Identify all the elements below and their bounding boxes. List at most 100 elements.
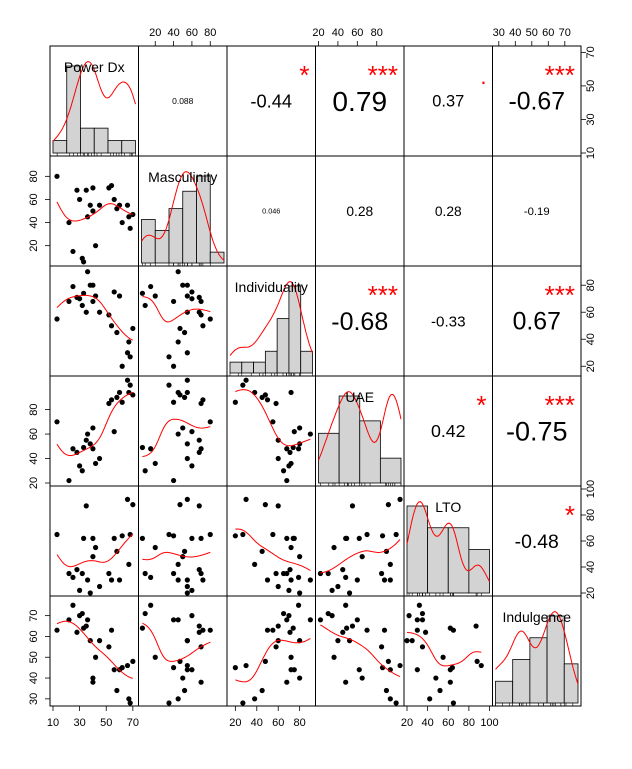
smooth-line-uae-individuality: [235, 389, 311, 447]
point-individuality-masculinity-8: [175, 269, 181, 275]
axis-tick-label: 20: [585, 587, 597, 599]
point-individuality-power-dx-8: [84, 269, 91, 275]
axis-tick-label: 40: [332, 27, 344, 39]
point-indulgence-uae-7: [349, 623, 356, 629]
point-uae-power-dx-7: [83, 437, 89, 443]
point-uae-individuality-21: [252, 389, 258, 396]
point-indulgence-lto-22: [450, 700, 457, 706]
smooth-line-indulgence-masculinity: [142, 622, 211, 662]
axis-tick-label: 60: [28, 428, 40, 440]
point-uae-masculinity-19: [170, 399, 177, 405]
point-uae-individuality-10: [297, 425, 303, 431]
axis-tick-label: 40: [28, 452, 40, 464]
point-lto-masculinity-8: [175, 577, 181, 583]
point-indulgence-masculinity-10: [180, 675, 186, 681]
scatter-masculinity-vs-power-dx: [54, 173, 136, 265]
point-lto-individuality-0: [270, 531, 276, 538]
point-uae-power-dx-8: [84, 431, 91, 437]
point-uae-power-dx-18: [116, 389, 123, 396]
point-uae-individuality-19: [232, 399, 238, 405]
point-uae-individuality-0: [270, 419, 276, 425]
point-uae-masculinity-23: [177, 392, 183, 398]
axis-tick-label: 70: [28, 610, 40, 622]
histogram-bar-individuality-0: [229, 361, 243, 374]
axis-tick-label: 40: [422, 717, 434, 729]
axis-tick-label: 50: [585, 80, 597, 92]
point-indulgence-power-dx-22: [127, 700, 133, 706]
point-indulgence-masculinity-8: [175, 617, 181, 623]
correlation-cell-individuality-lto: -0.33: [431, 313, 466, 330]
point-lto-power-dx-4: [77, 587, 83, 594]
correlation-cell-power-dx-lto: 0.37.: [432, 64, 486, 111]
density-curve-power-dx: [52, 61, 136, 142]
point-lto-individuality-15: [264, 577, 271, 583]
axis-tick-label: 60: [442, 717, 454, 729]
point-individuality-power-dx-1: [66, 298, 72, 305]
point-lto-power-dx-18: [116, 577, 123, 583]
point-masculinity-power-dx-20: [124, 202, 131, 208]
point-lto-individuality-22: [240, 531, 246, 538]
point-indulgence-individuality-20: [243, 662, 249, 669]
point-individuality-masculinity-0: [207, 316, 213, 322]
correlation-cell-power-dx-individuality: -0.44 *: [250, 60, 309, 111]
point-uae-power-dx-22: [127, 382, 133, 388]
point-indulgence-individuality-7: [275, 623, 281, 629]
axis-tick-label: 20: [585, 360, 597, 372]
point-indulgence-masculinity-11: [198, 679, 204, 685]
axis-tick-label: 80: [204, 27, 216, 39]
axis-tick-label: 70: [585, 46, 597, 58]
histogram-bar-power-dx-3: [93, 127, 109, 154]
axis-tick-label: 10: [47, 717, 59, 729]
point-lto-masculinity-2: [148, 574, 154, 581]
panel-indulgence-power-dx: [49, 595, 139, 707]
correlation-value: -0.48: [515, 531, 559, 553]
point-indulgence-uae-8: [354, 617, 360, 623]
point-lto-individuality-12: [288, 544, 294, 551]
point-individuality-power-dx-22: [127, 354, 133, 360]
point-uae-power-dx-0: [54, 419, 60, 425]
point-indulgence-lto-2: [416, 602, 422, 608]
point-indulgence-masculinity-4: [189, 613, 195, 619]
histogram-masculinity: Masculinity: [141, 169, 225, 266]
scatter-lto-vs-individuality: [232, 496, 313, 596]
density-curve-lto: [406, 501, 490, 582]
point-indulgence-power-dx-15: [108, 627, 115, 633]
smooth-line-indulgence-power-dx: [56, 620, 133, 679]
point-individuality-power-dx-23: [130, 325, 136, 332]
point-uae-power-dx-1: [66, 477, 72, 484]
density-curve-uae: [318, 391, 402, 461]
axis-tick-label: 80: [28, 403, 40, 415]
axis-left-indulgence: 30 40 50 60 70: [28, 610, 50, 705]
point-lto-individuality-7: [275, 503, 281, 509]
point-indulgence-power-dx-21: [126, 696, 132, 702]
point-indulgence-individuality-18: [288, 667, 294, 673]
correlation-value: 0.37: [432, 93, 464, 111]
axis-left-masculinity: 20 40 60 80: [28, 170, 50, 252]
point-lto-uae-19: [379, 533, 386, 539]
significance-stars: ***: [368, 280, 398, 310]
point-lto-masculinity-23: [177, 502, 183, 508]
point-indulgence-individuality-22: [240, 700, 246, 706]
axis-tick-label: 80: [294, 717, 306, 729]
point-individuality-masculinity-11: [198, 298, 204, 305]
point-individuality-masculinity-1: [170, 298, 177, 305]
correlation-value: 0.046: [262, 207, 280, 216]
histogram-power-dx: Power Dx: [52, 59, 136, 156]
point-indulgence-uae-2: [343, 602, 349, 608]
point-lto-power-dx-6: [81, 535, 87, 542]
point-indulgence-masculinity-2: [148, 602, 154, 608]
smooth-line-lto-individuality: [235, 528, 311, 571]
axis-tick-label: 20: [401, 717, 413, 729]
point-lto-uae-1: [317, 570, 324, 577]
axis-tick-label: 70: [127, 717, 139, 729]
point-lto-masculinity-14: [198, 570, 204, 577]
point-lto-uae-21: [387, 561, 393, 568]
point-indulgence-lto-3: [422, 629, 429, 635]
point-lto-power-dx-12: [92, 544, 99, 551]
axis-tick-label: 80: [585, 279, 597, 291]
significance-stars: ***: [368, 60, 398, 90]
point-uae-power-dx-4: [77, 463, 83, 469]
point-indulgence-lto-17: [437, 687, 443, 694]
axis-tick-label: 60: [272, 717, 284, 729]
point-indulgence-individuality-8: [307, 617, 313, 623]
